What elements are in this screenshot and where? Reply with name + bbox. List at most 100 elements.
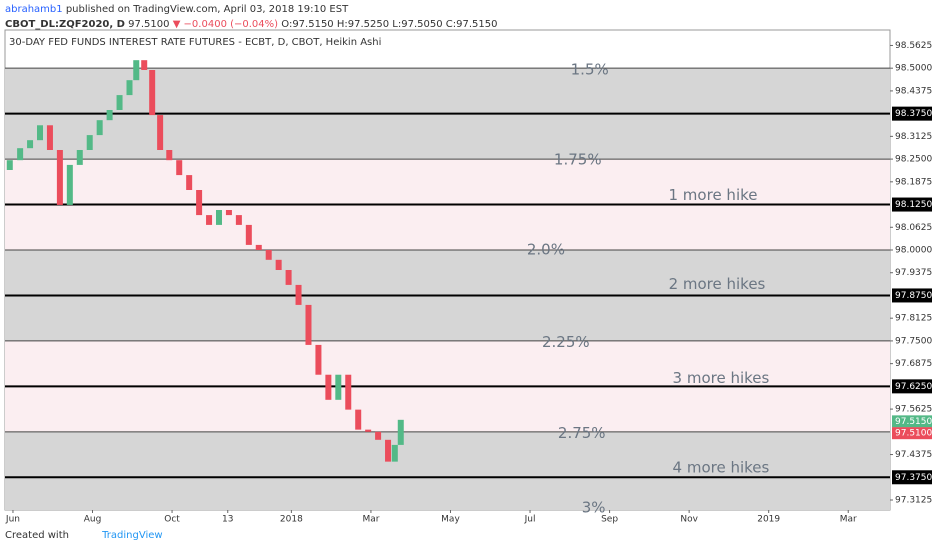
key-level-box xyxy=(892,288,932,303)
candle xyxy=(196,190,203,216)
candle xyxy=(365,429,372,432)
candle xyxy=(275,259,282,270)
candle xyxy=(27,140,34,149)
candle xyxy=(335,374,342,400)
candle xyxy=(325,374,332,400)
header-line: CBOT_DL:ZQF2020, D 97.5100 ▼ −0.0400 (−0… xyxy=(5,17,498,32)
band xyxy=(5,431,890,510)
price-box xyxy=(892,427,932,440)
candle xyxy=(345,374,352,410)
candle xyxy=(96,120,103,136)
candle xyxy=(397,419,404,445)
y-tick-label: 97.5625 xyxy=(895,405,932,415)
key-level-box xyxy=(892,197,932,212)
candle xyxy=(17,148,24,161)
x-tick-label: May xyxy=(441,515,460,525)
candle xyxy=(186,175,193,190)
candle xyxy=(235,215,242,225)
chart-title: 30-DAY FED FUNDS INTEREST RATE FUTURES -… xyxy=(9,37,381,48)
candle xyxy=(149,70,156,116)
annotation: 2 more hikes xyxy=(669,275,766,293)
footer: Created with TradingView xyxy=(5,530,163,541)
annotation: 3 more hikes xyxy=(673,369,770,387)
annotation: 1 more hike xyxy=(669,186,758,204)
x-tick-label: Aug xyxy=(84,515,102,525)
annotation: 2.25% xyxy=(542,333,590,351)
candle xyxy=(206,215,213,225)
y-tick-label: 98.5625 xyxy=(895,41,932,51)
header: abrahamb1 published on TradingView.com, … xyxy=(5,2,498,32)
y-tick-label: 97.6875 xyxy=(895,359,932,369)
annotation: 2.75% xyxy=(558,424,606,442)
change: ▼ −0.0400 (−0.04%) xyxy=(172,19,279,30)
created: Created with xyxy=(5,530,69,541)
annotation: 2.0% xyxy=(527,241,565,259)
price-box xyxy=(892,415,932,428)
candle xyxy=(66,164,73,205)
price-label: 97.5150 xyxy=(895,417,932,427)
brand[interactable]: TradingView xyxy=(102,530,163,541)
x-tick-label: Jul xyxy=(524,515,536,525)
x-tick-label: Mar xyxy=(840,515,857,525)
x-tick-label: Nov xyxy=(680,515,698,525)
ohlc: H:97.5250 xyxy=(336,19,390,30)
candle xyxy=(116,95,123,110)
candle xyxy=(37,125,44,141)
ohlc: O:97.5150 xyxy=(281,19,334,30)
y-tick-label: 98.0000 xyxy=(895,246,932,256)
y-tick-label: 97.4375 xyxy=(895,450,932,460)
ohlc: C:97.5150 xyxy=(445,19,498,30)
y-tick-label: 98.4375 xyxy=(895,86,932,96)
y-tick-label: 97.9375 xyxy=(895,268,932,278)
x-tick-label: 2018 xyxy=(280,515,303,525)
candle xyxy=(225,210,232,216)
candle xyxy=(176,160,183,176)
y-tick-label: 98.3125 xyxy=(895,132,932,142)
x-tick-label: Mar xyxy=(362,515,379,525)
candle xyxy=(157,115,164,150)
annotation: 1.5% xyxy=(571,61,609,79)
candle xyxy=(355,409,362,430)
header-line: abrahamb1 published on TradingView.com, … xyxy=(5,2,498,17)
candle xyxy=(76,150,83,165)
candle xyxy=(285,270,292,285)
candle xyxy=(141,60,148,70)
y-tick-label: 98.2500 xyxy=(895,155,932,165)
candle xyxy=(385,439,392,462)
x-tick-label: Sep xyxy=(601,515,618,525)
candle xyxy=(295,284,302,305)
y-tick-label: 97.3125 xyxy=(895,496,932,506)
published: published on TradingView.com, April 03, … xyxy=(62,4,349,15)
candle xyxy=(215,210,222,225)
chart: 98.3750 98.1250 97.8750 97.6250 97.3750 98.56… xyxy=(4,29,932,525)
key-level-label: 98.1250 xyxy=(895,200,932,210)
last: 97.5100 xyxy=(128,19,170,30)
key-level-label: 98.3750 xyxy=(895,109,932,119)
x-tick-label: Oct xyxy=(164,515,180,525)
x-tick-label: 13 xyxy=(222,515,233,525)
y-tick-label: 98.1875 xyxy=(895,177,932,187)
candle xyxy=(86,135,93,150)
candle xyxy=(315,344,322,375)
symbol: CBOT_DL:ZQF2020, D xyxy=(5,19,125,30)
x-tick-label: 2019 xyxy=(757,515,780,525)
candle xyxy=(126,80,133,96)
y-tick-label: 98.0625 xyxy=(895,223,932,233)
candle xyxy=(245,224,252,245)
author[interactable]: abrahamb1 xyxy=(5,4,63,15)
y-tick-label: 98.5000 xyxy=(895,64,932,74)
candle xyxy=(46,125,53,150)
annotation: 3% xyxy=(582,499,606,517)
key-level-label: 97.6250 xyxy=(895,382,932,392)
key-level-box xyxy=(892,470,932,485)
candle xyxy=(6,160,13,170)
price-label: 97.5100 xyxy=(895,429,932,439)
candle xyxy=(255,244,262,250)
y-tick-label: 97.8125 xyxy=(895,314,932,324)
candle xyxy=(265,250,272,260)
candle xyxy=(391,444,398,462)
candle xyxy=(133,60,140,81)
key-level-label: 97.8750 xyxy=(895,291,932,301)
key-level-box xyxy=(892,106,932,121)
